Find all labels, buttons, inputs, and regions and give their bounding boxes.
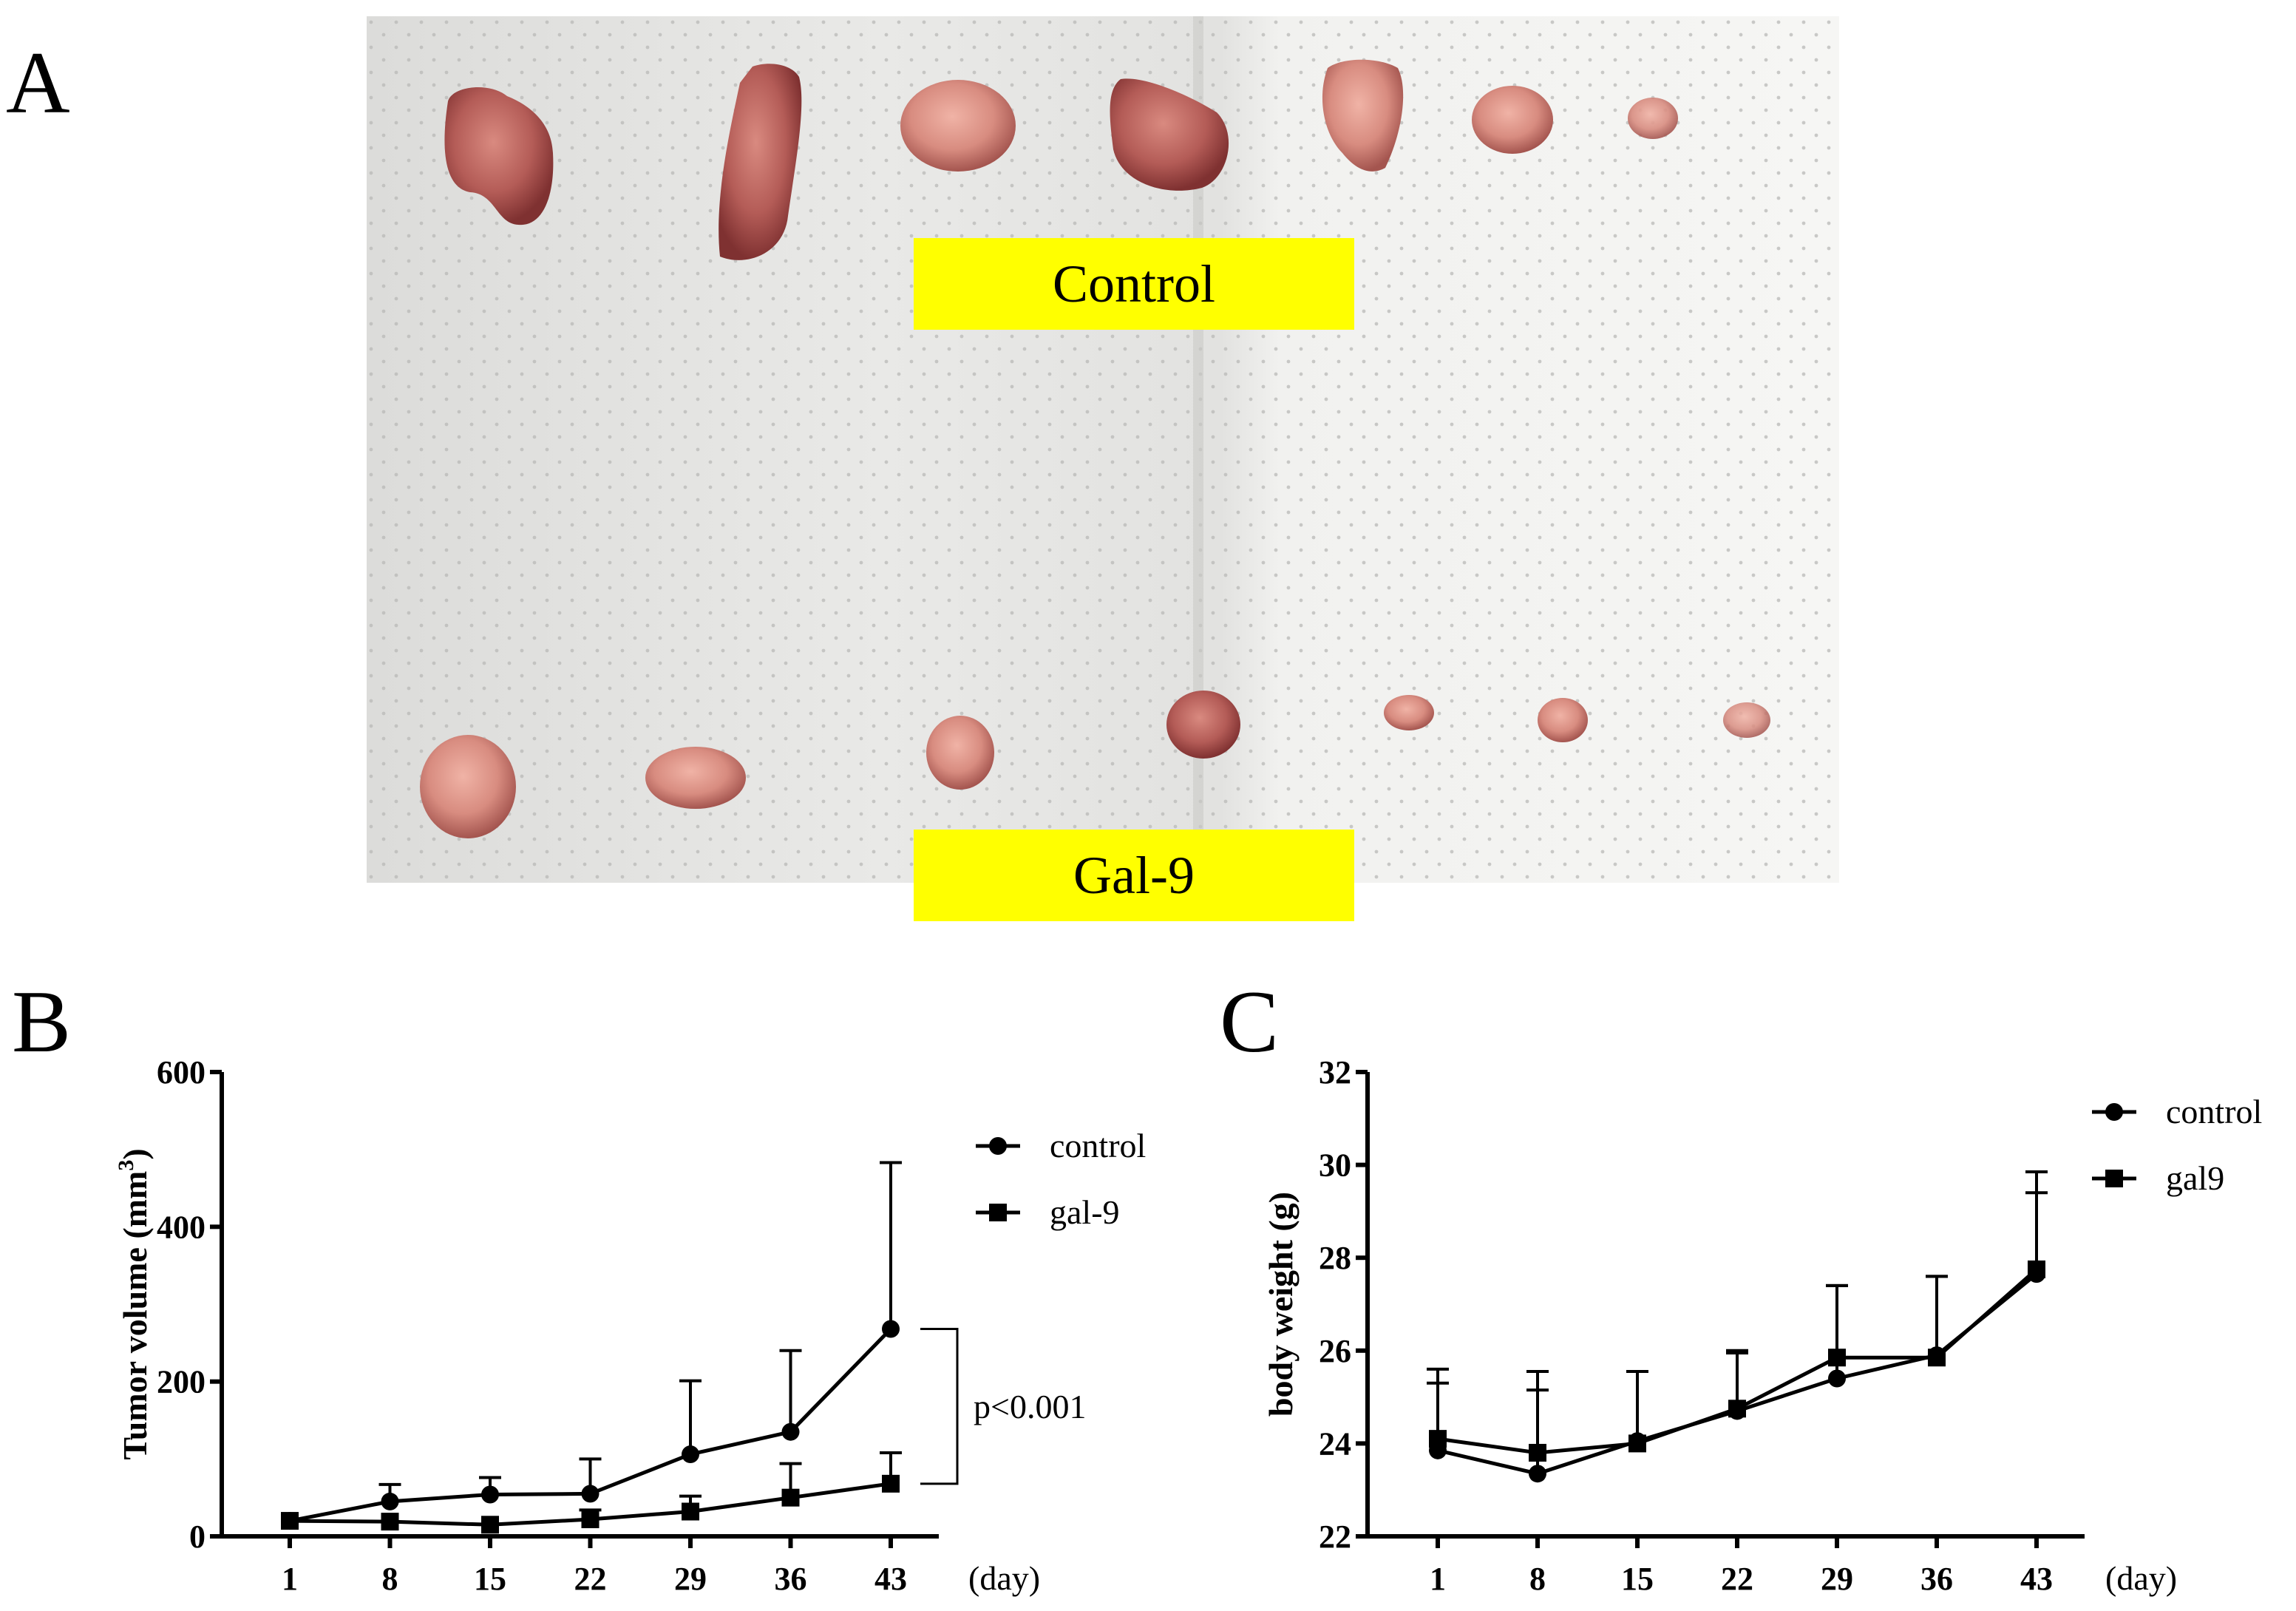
x-tick-label: 36 <box>775 1561 807 1597</box>
control-tumor-3 <box>900 80 1016 172</box>
data-point-control <box>481 1485 499 1504</box>
x-tick-label: 8 <box>1529 1561 1546 1597</box>
data-point-control <box>781 1422 800 1441</box>
control-tumor-2 <box>719 64 802 260</box>
gal9-tumor-7 <box>1723 702 1770 738</box>
data-point-gal-9 <box>781 1488 800 1507</box>
legend-label-gal-9: gal-9 <box>1050 1193 1120 1231</box>
gal9-tumor-3 <box>926 716 994 790</box>
x-tick-label: 1 <box>1430 1561 1446 1597</box>
data-point-gal9 <box>1429 1430 1447 1448</box>
x-tick-label: 36 <box>1920 1561 1953 1597</box>
y-tick-label: 26 <box>1319 1333 1351 1369</box>
x-tick-label: 1 <box>282 1561 298 1597</box>
x-tick-label: 29 <box>674 1561 707 1597</box>
data-point-control <box>882 1320 900 1338</box>
control-tumor-5 <box>1322 59 1404 172</box>
control-tumors <box>444 59 1678 260</box>
data-point-control <box>581 1485 600 1503</box>
x-axis-label: (day) <box>2105 1559 2177 1597</box>
data-point-control <box>682 1445 699 1464</box>
control-tumor-7 <box>1628 98 1678 139</box>
data-point-gal-9 <box>281 1512 299 1530</box>
tumor-photo: Control <box>367 16 1839 883</box>
y-tick-label: 22 <box>1319 1519 1351 1555</box>
y-tick-label: 0 <box>189 1519 206 1555</box>
x-tick-label: 15 <box>474 1561 506 1597</box>
series-control <box>281 1161 902 1530</box>
data-point-control <box>1828 1369 1846 1388</box>
x-tick-label: 22 <box>1721 1561 1753 1597</box>
x-tick-label: 43 <box>2020 1561 2053 1597</box>
data-point-gal9 <box>1728 1400 1746 1418</box>
gal9-label: Gal-9 <box>914 830 1354 921</box>
y-tick-label: 200 <box>157 1364 206 1400</box>
p-value-annotation: p<0.001 <box>974 1388 1086 1425</box>
control-label: Control <box>914 238 1354 330</box>
series-gal-9 <box>281 1451 902 1534</box>
x-tick-label: 22 <box>574 1561 607 1597</box>
legend-marker-gal9 <box>2105 1170 2123 1187</box>
data-point-gal9 <box>1928 1349 1946 1367</box>
data-point-gal9 <box>1529 1443 1546 1462</box>
data-point-control <box>1529 1465 1546 1483</box>
gal9-tumor-5 <box>1384 695 1434 730</box>
y-axis-label: Tumor volume (mm3) <box>114 1148 154 1459</box>
control-tumor-6 <box>1472 86 1553 154</box>
x-axis-label: (day) <box>968 1559 1040 1597</box>
significance-bracket <box>920 1327 959 1485</box>
y-tick-label: 24 <box>1319 1425 1351 1462</box>
x-tick-label: 8 <box>382 1561 398 1597</box>
data-point-gal9 <box>2028 1260 2045 1278</box>
legend-label-control: control <box>1050 1127 1146 1164</box>
panel-label-a: A <box>6 33 70 132</box>
legend-marker-control <box>2105 1103 2123 1121</box>
data-point-gal-9 <box>381 1513 399 1531</box>
tumor-volume-chart: 0 200 400 600 1 8 15 22 29 36 43 (day) Tumor volume … <box>114 1054 1146 1597</box>
gal9-tumor-2 <box>645 747 746 809</box>
control-tumor-1 <box>444 87 554 225</box>
gal9-tumor-4 <box>1166 691 1240 759</box>
data-point-control <box>381 1492 399 1510</box>
data-point-gal9 <box>1828 1349 1846 1367</box>
series-gal9 <box>1427 1170 2048 1462</box>
gal9-tumors <box>420 691 1770 838</box>
tumor-photo-drawing <box>367 16 1839 883</box>
x-tick-label: 29 <box>1821 1561 1853 1597</box>
data-point-gal-9 <box>682 1502 699 1521</box>
data-point-gal-9 <box>882 1474 900 1493</box>
gal9-tumor-1 <box>420 735 516 838</box>
y-tick-label: 30 <box>1319 1147 1351 1184</box>
legend-label-control: control <box>2166 1093 2262 1130</box>
x-tick-label: 15 <box>1621 1561 1654 1597</box>
panel-label-c: C <box>1220 972 1280 1071</box>
data-point-gal-9 <box>481 1516 499 1534</box>
panel-label-b: B <box>12 972 72 1071</box>
x-tick-label: 43 <box>874 1561 907 1597</box>
control-tumor-4 <box>1110 78 1229 191</box>
legend-marker-control <box>989 1137 1007 1155</box>
y-axis-label: body weight (g) <box>1262 1192 1300 1417</box>
y-tick-label: 600 <box>157 1054 206 1091</box>
body-weight-chart: 22 24 26 28 30 32 1 8 15 22 29 36 43 (day) body weight… <box>1262 1054 2262 1597</box>
y-tick-label: 28 <box>1319 1240 1351 1276</box>
gal9-tumor-6 <box>1538 698 1588 742</box>
series-control <box>1427 1191 2048 1483</box>
data-point-gal-9 <box>581 1510 600 1528</box>
y-tick-label: 32 <box>1319 1054 1351 1091</box>
legend-marker-gal-9 <box>989 1204 1007 1221</box>
data-point-gal9 <box>1628 1434 1646 1453</box>
legend-label-gal9: gal9 <box>2166 1159 2224 1197</box>
y-tick-label: 400 <box>157 1209 206 1245</box>
